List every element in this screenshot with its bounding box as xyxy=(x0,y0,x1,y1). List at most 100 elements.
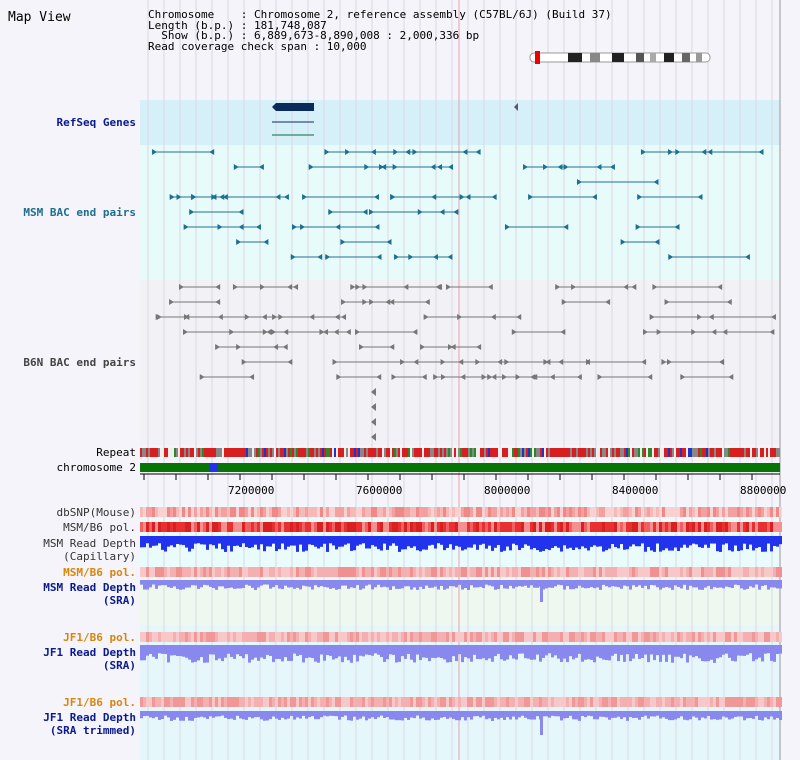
repeat-segment xyxy=(196,448,198,457)
dbsnp-cell xyxy=(311,507,314,517)
track-label-chromosome[interactable]: chromosome 2 xyxy=(56,461,136,474)
msm-depth-bar xyxy=(629,536,632,547)
msm-pol2-cell xyxy=(305,567,308,577)
track-label-jf1-pol-2[interactable]: JF1/B6 pol. xyxy=(63,696,136,709)
jf1-trim-depth-bar xyxy=(344,711,347,716)
track-label-msm-depth-sra[interactable]: MSM Read Depth xyxy=(43,581,136,594)
msm-pol-cell xyxy=(485,522,488,532)
jf1-pol2-cell xyxy=(218,697,221,707)
repeat-segment xyxy=(670,448,672,457)
repeat-segment xyxy=(266,448,268,457)
repeat-segment xyxy=(322,448,324,457)
track-label-b6n-bac[interactable]: B6N BAC end pairs xyxy=(23,356,136,369)
track-label-jf1-pol[interactable]: JF1/B6 pol. xyxy=(63,631,136,644)
jf1-pol2-cell xyxy=(686,697,689,707)
msm-sra-depth-bar xyxy=(410,580,413,590)
jf1-pol-cell xyxy=(209,632,212,642)
msm-depth-bar xyxy=(353,536,356,551)
dbsnp-cell xyxy=(149,507,152,517)
track-label-msm-depth-capillary[interactable]: MSM Read Depth xyxy=(43,537,136,550)
dbsnp-cell xyxy=(488,507,491,517)
jf1-pol-cell xyxy=(317,632,320,642)
track-label-refseq[interactable]: RefSeq Genes xyxy=(56,116,136,129)
repeat-segment xyxy=(614,448,616,457)
jf1-trim-depth-bar xyxy=(140,711,143,719)
track-label-jf1-depth-sra[interactable]: JF1 Read Depth xyxy=(43,646,136,659)
msm-depth-bar xyxy=(302,536,305,552)
msm-pol2-cell xyxy=(740,567,743,577)
track-label-jf1-depth-trimmed[interactable]: JF1 Read Depth xyxy=(43,711,136,724)
jf1-depth-bar xyxy=(242,645,245,659)
msm-depth-bar xyxy=(527,536,530,546)
b6n-bac-pair-end xyxy=(341,314,347,320)
msm-sra-depth-bar xyxy=(629,580,632,590)
track-label-dbsnp[interactable]: dbSNP(Mouse) xyxy=(56,506,136,519)
repeat-segment xyxy=(362,448,364,457)
jf1-trim-depth-bar xyxy=(698,711,701,721)
jf1-depth-bar xyxy=(317,645,320,663)
msm-sra-depth-bar xyxy=(323,580,326,587)
msm-pol-cell xyxy=(602,522,605,532)
jf1-depth-bar xyxy=(581,645,584,662)
msm-depth-bar xyxy=(593,536,596,546)
b6n-bac-pair-end xyxy=(420,344,426,350)
dbsnp-cell xyxy=(359,507,362,517)
b6n-bac-pair-end xyxy=(400,359,406,365)
repeat-segment xyxy=(402,448,404,457)
track-label-repeat[interactable]: Repeat xyxy=(96,446,136,459)
msm-pol2-cell xyxy=(428,567,431,577)
msm-pol2-cell xyxy=(227,567,230,577)
jf1-pol2-cell xyxy=(260,697,263,707)
msm-pol2-cell xyxy=(236,567,239,577)
msm-pol-cell xyxy=(623,522,626,532)
track-label-msm-bac[interactable]: MSM BAC end pairs xyxy=(23,206,136,219)
jf1-trim-depth-bar xyxy=(176,711,179,718)
msm-sra-depth-bar xyxy=(722,580,725,589)
msm-depth-bar xyxy=(410,536,413,548)
msm-sra-depth-bar xyxy=(242,580,245,588)
jf1-pol-cell xyxy=(728,632,731,642)
msm-bac-pair-end xyxy=(374,224,380,230)
msm-pol-cell xyxy=(344,522,347,532)
jf1-depth-bar xyxy=(314,645,317,662)
jf1-pol2-cell xyxy=(233,697,236,707)
msm-sra-depth-bar xyxy=(326,580,329,588)
msm-pol2-cell xyxy=(443,567,446,577)
msm-depth-bar xyxy=(404,536,407,550)
track-label-jf1-depth-sra-sub: (SRA) xyxy=(102,659,136,672)
msm-pol2-cell xyxy=(632,567,635,577)
jf1-pol-cell xyxy=(770,632,773,642)
msm-bac-pair-end xyxy=(340,239,346,245)
msm-depth-bar xyxy=(242,536,245,544)
msm-pol2-cell xyxy=(257,567,260,577)
msm-depth-bar xyxy=(371,536,374,546)
b6n-bac-pair-end xyxy=(585,359,591,365)
track-label-msm-b6-pol[interactable]: MSM/B6 pol. xyxy=(63,521,136,534)
msm-sra-depth-bar xyxy=(140,580,143,585)
msm-bac-pair-end xyxy=(405,149,411,155)
repeat-segment xyxy=(742,448,744,457)
jf1-pol2-cell xyxy=(449,697,452,707)
msm-pol-cell xyxy=(524,522,527,532)
jf1-pol2-cell xyxy=(443,697,446,707)
msm-pol2-cell xyxy=(266,567,269,577)
msm-depth-bar xyxy=(335,536,338,550)
msm-depth-bar xyxy=(239,536,242,547)
msm-pol2-cell xyxy=(371,567,374,577)
jf1-trim-depth-bar xyxy=(635,711,638,718)
jf1-trim-depth-bar xyxy=(533,711,536,720)
jf1-trim-depth-bar xyxy=(761,711,764,721)
msm-pol-cell xyxy=(308,522,311,532)
jf1-trim-depth-bar xyxy=(602,711,605,717)
track-label-msm-b6-pol-2[interactable]: MSM/B6 pol. xyxy=(63,566,136,579)
dbsnp-cell xyxy=(215,507,218,517)
jf1-trim-depth-bar xyxy=(437,711,440,720)
jf1-trim-depth-bar xyxy=(458,711,461,721)
jf1-pol2-cell xyxy=(710,697,713,707)
msm-pol2-cell xyxy=(401,567,404,577)
msm-sra-depth-bar xyxy=(203,580,206,585)
jf1-depth-bar xyxy=(503,645,506,661)
repeat-segment xyxy=(346,448,348,457)
dbsnp-cell xyxy=(320,507,323,517)
